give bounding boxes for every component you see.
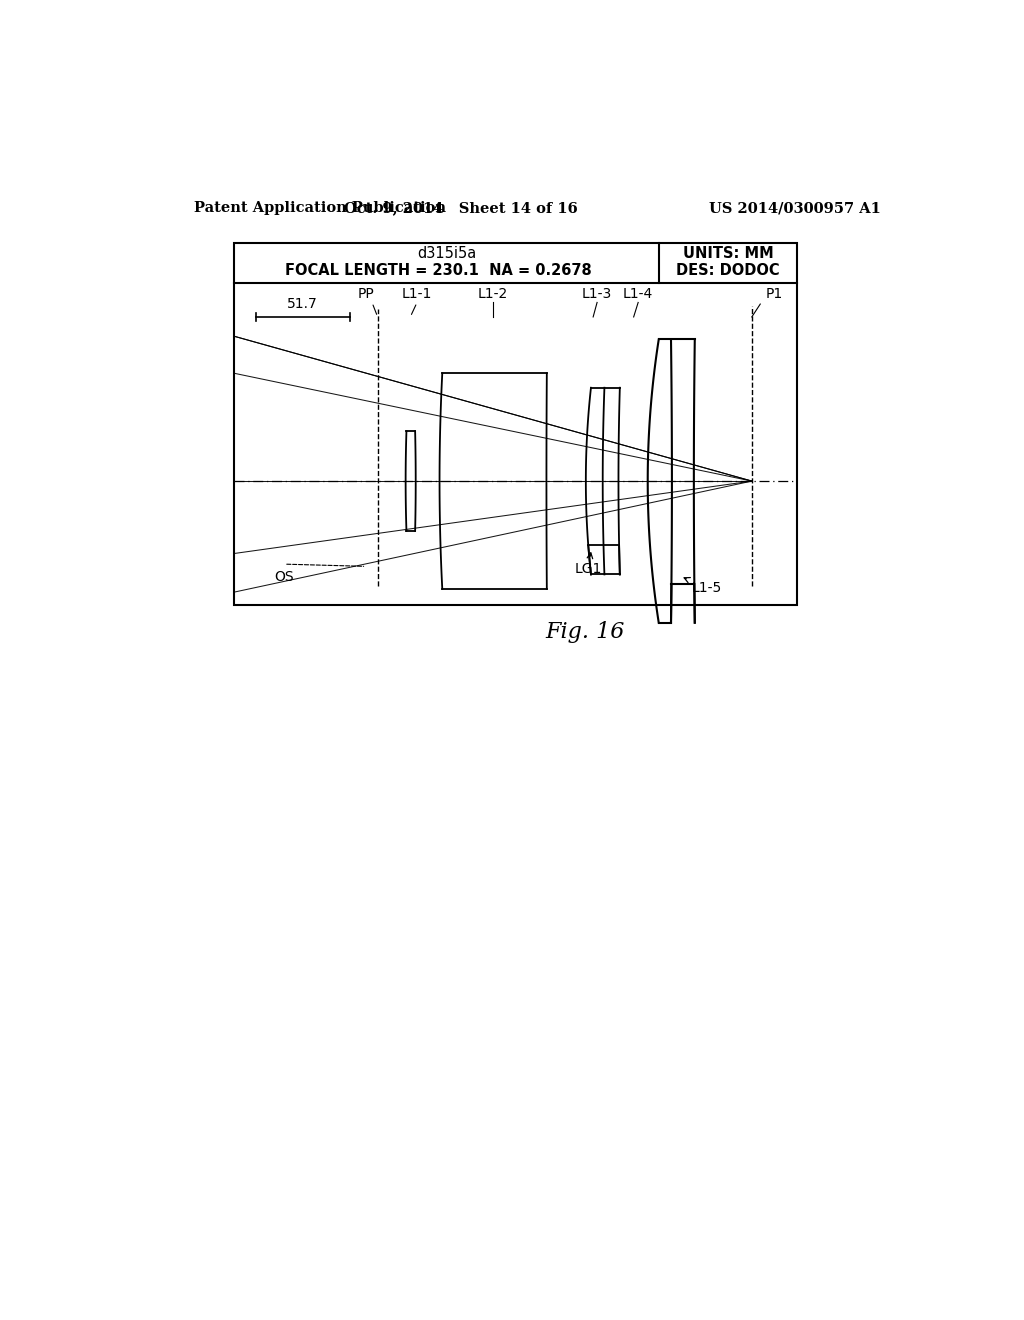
- Text: L1-3: L1-3: [582, 286, 612, 301]
- Bar: [234, 243, 797, 605]
- Text: Fig. 16: Fig. 16: [546, 620, 625, 643]
- Text: L1-2: L1-2: [478, 286, 508, 301]
- Text: L1-5: L1-5: [684, 578, 722, 595]
- Text: Oct. 9, 2014   Sheet 14 of 16: Oct. 9, 2014 Sheet 14 of 16: [344, 202, 579, 215]
- Text: OS: OS: [274, 569, 294, 583]
- Text: 51.7: 51.7: [287, 297, 317, 310]
- Text: PP: PP: [358, 286, 375, 301]
- Text: L1-4: L1-4: [623, 286, 653, 301]
- Text: d315i5a: d315i5a: [417, 246, 476, 260]
- Text: DES: DODOC: DES: DODOC: [676, 263, 779, 279]
- Text: L1-1: L1-1: [401, 286, 432, 301]
- Text: FOCAL LENGTH = 230.1  NA = 0.2678: FOCAL LENGTH = 230.1 NA = 0.2678: [286, 263, 592, 279]
- Text: LG1: LG1: [574, 553, 602, 576]
- Text: Patent Application Publication: Patent Application Publication: [194, 202, 445, 215]
- Text: UNITS: MM: UNITS: MM: [683, 247, 773, 261]
- Text: US 2014/0300957 A1: US 2014/0300957 A1: [710, 202, 881, 215]
- Text: P1: P1: [766, 286, 783, 301]
